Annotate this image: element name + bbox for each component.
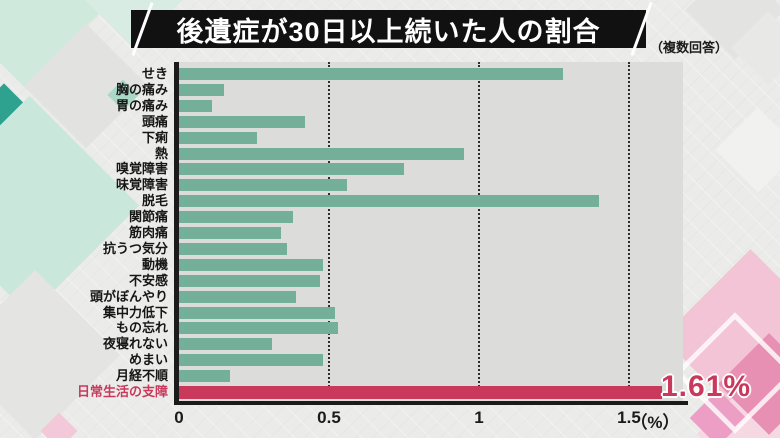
x-tick-label: 1 <box>474 408 484 427</box>
category-label: 熱 <box>154 145 168 161</box>
category-label: せき <box>141 66 168 81</box>
category-label: もの忘れ <box>115 320 168 336</box>
category-label: めまい <box>128 352 168 368</box>
category-label: 頭がぼんやり <box>89 288 168 304</box>
bar <box>179 83 224 96</box>
category-label: 胃の痛み <box>115 97 168 113</box>
bar <box>179 306 335 319</box>
category-label: 不安感 <box>128 272 168 288</box>
bar <box>179 99 212 112</box>
category-label: 集中力低下 <box>102 304 168 320</box>
gridline <box>478 62 480 403</box>
bar <box>179 227 281 239</box>
bar <box>179 290 296 303</box>
x-tick-label: 1.5 <box>617 408 641 427</box>
bar <box>179 338 272 351</box>
category-label: 胸の痛み <box>115 81 168 97</box>
gridline <box>628 62 630 403</box>
category-label: 嗅覚障害 <box>115 161 168 177</box>
bar <box>179 242 287 255</box>
decor-diamond <box>715 107 780 193</box>
category-label: 筋肉痛 <box>128 225 168 240</box>
bar <box>179 274 320 287</box>
bar <box>179 322 338 335</box>
category-label: 日常生活の支障 <box>76 384 168 399</box>
x-axis-unit-label: （%） <box>630 413 680 432</box>
category-label: 動機 <box>141 256 168 272</box>
category-label: 月経不順 <box>115 368 168 384</box>
category-label: 抗うつ気分 <box>102 240 168 256</box>
category-labels: せき 胸の痛み 胃の痛み 頭痛 下痢熱嗅覚障害 味覚障害 脱毛 関節痛 筋肉痛 抗うつ気分 動機 不安… <box>0 0 170 438</box>
bar-highlight <box>179 386 662 399</box>
chart-title-banner: 後遺症が30日以上続いた人の割合 <box>131 10 646 48</box>
bar <box>179 147 464 160</box>
category-label: 関節痛 <box>128 209 168 225</box>
category-label: 味覚障害 <box>115 177 168 193</box>
category-label: 脱毛 <box>141 193 168 209</box>
bar <box>179 131 257 144</box>
x-tick-label: 0.5 <box>317 408 341 427</box>
bar <box>179 68 563 80</box>
chart-title: 後遺症が30日以上続いた人の割合 <box>176 16 601 47</box>
category-label: 頭痛 <box>141 113 168 129</box>
bar <box>179 179 347 192</box>
bar <box>179 354 323 367</box>
gridline <box>328 62 330 403</box>
bar <box>179 115 305 128</box>
x-axis-line <box>174 401 688 405</box>
multiple-answers-note: （複数回答） <box>650 40 729 55</box>
category-label: 下痢 <box>141 129 168 145</box>
bar <box>179 370 230 383</box>
x-tick-label: 0 <box>174 408 184 427</box>
chart-plot-area <box>174 62 683 403</box>
category-label: 夜寝れない <box>102 336 168 352</box>
bar <box>179 163 404 176</box>
highlight-value-label: 1.61% <box>661 370 752 403</box>
bar <box>179 195 599 208</box>
bar <box>179 258 323 271</box>
bar <box>179 211 293 224</box>
